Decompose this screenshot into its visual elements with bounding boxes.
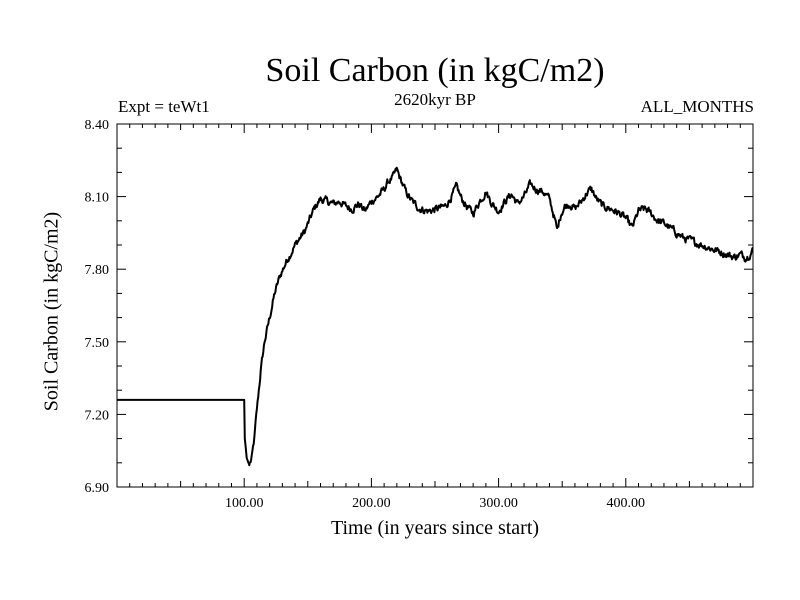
y-tick-label: 8.40 [85,118,110,133]
y-tick-label: 6.90 [85,481,110,496]
experiment-label: Expt = teWt1 [118,97,210,116]
y-tick-label: 7.50 [85,336,110,351]
y-tick-label: 7.20 [85,408,110,423]
x-tick-label: 100.00 [225,496,264,511]
y-tick-label: 7.80 [85,263,110,278]
x-tick-label: 400.00 [607,496,646,511]
soil-carbon-series-line [116,166,754,467]
x-tick-label: 300.00 [479,496,518,511]
plot-area-frame [116,123,754,488]
axis-ticks [117,123,753,488]
axis-tick-labels: 100.00 200.00 300.00 400.00 6.90 7.20 7.50 7.80… [85,118,646,511]
x-tick-label: 200.00 [352,496,391,511]
chart-title: Soil Carbon (in kgC/m2) [265,52,605,89]
x-axis-label: Time (in years since start) [330,517,540,539]
chart-subtitle: 2620kyr BP [394,90,476,109]
y-tick-label: 8.10 [85,191,110,206]
period-label: ALL_MONTHS [640,97,754,116]
